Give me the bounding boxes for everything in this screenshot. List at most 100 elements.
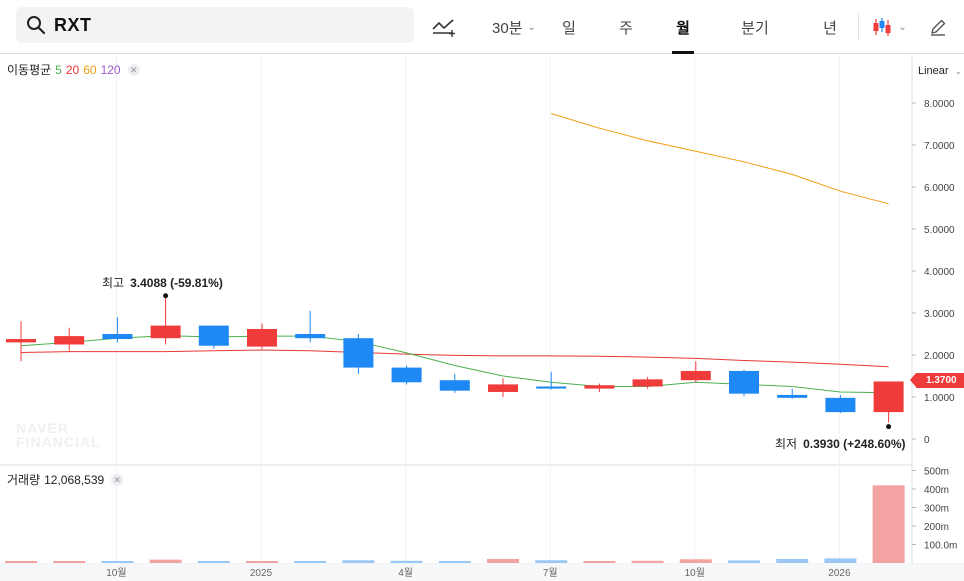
price-axis-label: 4.0000 (924, 267, 955, 278)
candle-body[interactable] (391, 367, 422, 383)
tab-year[interactable]: 년 (814, 0, 846, 54)
candle-body[interactable] (632, 379, 663, 387)
tab-quarter[interactable]: 분기 (735, 0, 775, 54)
candlestick-icon (873, 18, 891, 36)
volume-bar (390, 560, 423, 563)
volume-bar (294, 561, 327, 563)
high-label: 최고 (102, 276, 125, 290)
candle-body[interactable] (295, 334, 326, 339)
candle-body[interactable] (6, 339, 36, 343)
time-axis-label: 4월 (398, 567, 413, 579)
price-axis-label: 0 (924, 435, 930, 446)
low-label: 최저 (775, 437, 798, 451)
volume-axis-label: 500m (924, 467, 949, 478)
volume-axis-label: 100.0m (924, 541, 957, 552)
candle-body[interactable] (198, 325, 229, 346)
time-axis-label: 10월 (685, 567, 705, 579)
time-axis-label: 7월 (543, 567, 558, 579)
candle-body[interactable] (584, 385, 615, 389)
volume-bar (728, 560, 760, 563)
volume-bar (53, 561, 86, 563)
price-axis-label: 1.0000 (924, 393, 955, 404)
close-icon[interactable]: ✕ (127, 63, 140, 76)
high-value: 3.4088 (-59.81%) (130, 276, 223, 290)
volume-bar (776, 558, 809, 563)
price-axis-label: 6.0000 (924, 183, 955, 194)
candle-body[interactable] (729, 370, 759, 394)
tab-month[interactable]: 월 (667, 0, 699, 54)
watermark-line-2: FINANCIAL (16, 434, 101, 450)
high-price-annotation: 최고 3.4088 (-59.81%) (102, 274, 223, 291)
draw-button[interactable] (924, 0, 952, 54)
candle-body[interactable] (680, 370, 711, 381)
chart-type-dropdown[interactable]: ⌄ (866, 0, 912, 54)
volume-label: 거래량 (7, 473, 41, 487)
candle-body[interactable] (343, 338, 374, 368)
price-chart[interactable]: 10월 2025 4월 7월 10월 2026 8.0000 7.0000 6.0000 5.00… (0, 55, 964, 581)
add-indicator-icon (432, 19, 455, 37)
candle-body[interactable] (873, 381, 904, 413)
volume-bar (438, 561, 471, 563)
volume-value: 12,068,539 (44, 472, 105, 487)
symbol-search-input[interactable]: RXT (16, 7, 414, 43)
price-axis-label: 8.0000 (924, 99, 955, 110)
time-axis-label: 2026 (828, 568, 851, 579)
ma-legend-label: 이동평균 (7, 63, 52, 77)
candle-body[interactable] (439, 380, 470, 391)
volume-bar (197, 561, 230, 563)
candle-body[interactable] (54, 336, 85, 345)
candle-body[interactable] (825, 397, 856, 413)
volume-bar (5, 561, 37, 563)
price-axis-label: 5.0000 (924, 225, 955, 236)
interval-dropdown[interactable]: 30분 ⌄ (484, 0, 544, 54)
volume-axis-label: 200m (924, 522, 949, 533)
ma120-label: 120 (100, 62, 121, 77)
candle-body[interactable] (247, 328, 277, 347)
ma20-label: 20 (65, 62, 80, 77)
low-price-annotation: 최저 0.3930 (+248.60%) (775, 435, 906, 452)
price-axis-label: 3.0000 (924, 309, 955, 320)
tab-day[interactable]: 일 (553, 0, 585, 54)
volume-bar (872, 485, 905, 563)
chart-area[interactable]: 10월 2025 4월 7월 10월 2026 8.0000 7.0000 6.0000 5.00… (0, 55, 964, 581)
volume-bar (246, 561, 278, 563)
toolbar-divider (858, 14, 859, 40)
candle-body[interactable] (150, 325, 181, 339)
tab-week[interactable]: 주 (610, 0, 642, 54)
close-icon[interactable]: ✕ (111, 473, 124, 486)
interval-label: 30분 (492, 19, 523, 37)
price-axis-label: 2.0000 (924, 351, 955, 362)
time-axis-label: 10월 (106, 567, 126, 579)
candle-body[interactable] (102, 334, 133, 340)
symbol-text: RXT (54, 14, 92, 35)
candle-body[interactable] (777, 394, 808, 398)
chart-toolbar: RXT 30분 ⌄ 일 주 월 분기 년 ⌄ (0, 0, 964, 54)
tab-year-label: 년 (823, 19, 837, 37)
tab-day-label: 일 (562, 19, 576, 37)
chevron-down-icon: ⌄ (898, 21, 907, 33)
watermark-line-1: NAVER (16, 420, 69, 436)
volume-bar (679, 559, 712, 563)
volume-axis-label: 300m (924, 504, 949, 515)
ma20-line (20, 349, 889, 368)
candle-body[interactable] (536, 386, 567, 389)
scale-mode-dropdown[interactable]: Linear ⌄ (918, 65, 962, 77)
ma5-label: 5 (55, 62, 62, 77)
candle-body[interactable] (488, 384, 518, 392)
moving-average-legend[interactable]: 이동평균 5 20 60 120 ✕ (7, 61, 140, 78)
chevron-down-icon: ⌄ (527, 21, 536, 33)
tab-quarter-label: 분기 (741, 19, 769, 37)
time-axis-label: 2025 (250, 568, 273, 579)
scale-mode-label: Linear (918, 65, 949, 77)
volume-legend[interactable]: 거래량 12,068,539 ✕ (7, 471, 124, 488)
chevron-down-icon: ⌄ (954, 66, 963, 76)
search-icon (27, 16, 46, 35)
high-marker (163, 293, 169, 299)
ma60-line (551, 113, 889, 205)
pencil-icon (931, 19, 946, 36)
volume-axis-label: 400m (924, 485, 949, 496)
tab-week-label: 주 (619, 19, 633, 37)
low-value: 0.3930 (+248.60%) (803, 437, 906, 451)
add-indicator-button[interactable] (428, 0, 460, 54)
low-marker (886, 424, 892, 430)
